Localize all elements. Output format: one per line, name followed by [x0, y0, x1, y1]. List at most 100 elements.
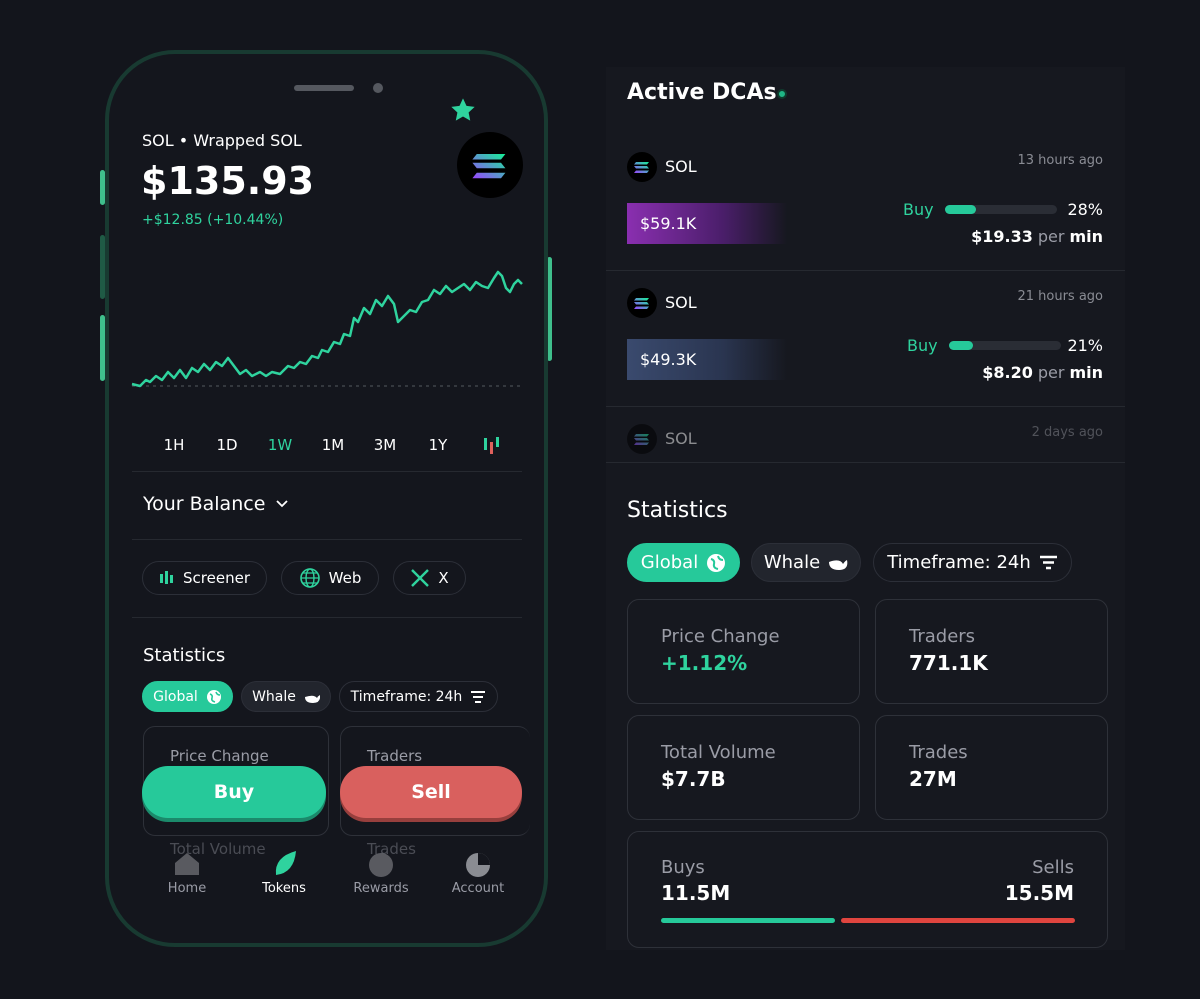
whale-icon: [829, 560, 848, 570]
side-button: [100, 235, 105, 299]
home-icon[interactable]: [173, 851, 201, 877]
dca-amount-bar: [627, 203, 787, 244]
side-button: [100, 170, 105, 205]
sells-label: Sells: [1032, 857, 1074, 878]
stat-label: Total Volume: [661, 742, 776, 763]
dca-time: 13 hours ago: [1017, 153, 1103, 168]
favorite-star[interactable]: [449, 96, 477, 124]
progress-track: [945, 205, 1057, 214]
sort-icon: [1039, 555, 1057, 570]
progress-fill: [945, 205, 977, 214]
nav-label[interactable]: Home: [167, 881, 207, 896]
filter-pill[interactable]: Global: [142, 681, 233, 712]
dca-progress: 21%: [1067, 336, 1103, 355]
progress-track: [949, 341, 1061, 350]
tokens-icon[interactable]: [272, 849, 298, 877]
filter-label: Global: [640, 552, 699, 573]
dca-amount: $49.3K: [640, 350, 697, 369]
progress-fill: [949, 341, 973, 350]
dca-token: SOL: [665, 157, 697, 176]
filter-label: Whale: [252, 688, 296, 705]
stat-value: 27M: [909, 767, 957, 791]
stat-card: [627, 715, 860, 820]
dca-side: Buy: [903, 200, 934, 219]
price-change: +$12.85 (+10.44%): [142, 212, 284, 228]
chevron[interactable]: [275, 499, 289, 509]
stat-value: 771.1K: [909, 651, 988, 675]
divider: [132, 471, 522, 472]
candle-icon[interactable]: [482, 435, 500, 455]
buys-label: Buys: [661, 857, 705, 878]
statistics-title: Statistics: [143, 645, 226, 666]
stat-label: Price Change: [170, 747, 269, 765]
x-icon: [411, 569, 430, 587]
stat-label: Trades: [909, 742, 968, 763]
balance-label[interactable]: Your Balance: [143, 493, 266, 515]
sells-value: 15.5M: [1004, 881, 1074, 905]
stat-label: Price Change: [661, 626, 780, 647]
timeframe[interactable]: 1H: [163, 436, 185, 454]
stat-label: Traders: [909, 626, 976, 647]
divider: [132, 617, 522, 618]
divider: [606, 406, 1125, 407]
timeframe[interactable]: 3M: [373, 436, 397, 454]
globe-icon: [707, 553, 726, 572]
stat-card: [627, 599, 860, 704]
buys-bar: [661, 918, 835, 923]
stat-card: [340, 726, 530, 836]
stat-value: +1.12%: [661, 651, 748, 675]
filter-pill[interactable]: Whale: [241, 681, 331, 712]
price-chart: [131, 270, 523, 388]
account-icon[interactable]: [464, 851, 492, 879]
camera: [373, 83, 383, 93]
filter-pill[interactable]: Timeframe: 24h: [339, 681, 498, 712]
dca-rate: $19.33 per min: [971, 229, 1103, 245]
x-link[interactable]: X: [393, 561, 466, 595]
divider: [132, 539, 522, 540]
globe-icon: [206, 689, 221, 704]
dca-token: SOL: [665, 293, 697, 312]
stat-card: [875, 599, 1108, 704]
price-line: [131, 270, 523, 388]
buys-sells-card: [627, 831, 1108, 948]
stat-label: Traders: [367, 747, 423, 765]
buy-button[interactable]: Buy: [142, 766, 326, 818]
side-button: [100, 315, 105, 381]
timeframe[interactable]: 1D: [216, 436, 238, 454]
filter-pill[interactable]: Global: [627, 543, 740, 582]
sells-bar: [840, 918, 1075, 923]
screener-link[interactable]: Screener: [142, 561, 267, 595]
nav-label[interactable]: Tokens: [262, 881, 306, 896]
dca-rate: $8.20 per min: [982, 365, 1103, 381]
stat-label: Total Volume: [170, 840, 266, 858]
dca-token: SOL: [665, 429, 697, 448]
sell-button[interactable]: Sell: [340, 766, 522, 818]
dca-time: 21 hours ago: [1017, 289, 1103, 304]
divider: [606, 270, 1125, 271]
timeframe[interactable]: 1M: [321, 436, 345, 454]
live-dot: [777, 89, 787, 99]
rate-unit: min: [1069, 363, 1103, 382]
speaker: [294, 85, 354, 91]
filter-label: Whale: [763, 552, 821, 573]
web-link[interactable]: Web: [281, 561, 379, 595]
stat-card: [875, 715, 1108, 820]
sort-icon: [471, 690, 486, 703]
dca-time: 2 days ago: [1031, 425, 1103, 440]
dca-side: Buy: [907, 336, 938, 355]
timeframe[interactable]: 1W: [267, 436, 293, 454]
dca-progress: 28%: [1067, 200, 1103, 219]
fade: [606, 410, 1125, 463]
nav-label[interactable]: Account: [451, 881, 505, 896]
lower-area: [132, 836, 522, 921]
filter-label: Timeframe: 24h: [887, 552, 1031, 573]
timeframe[interactable]: 1Y: [428, 436, 448, 454]
rewards-icon[interactable]: [367, 851, 395, 879]
filter-pill[interactable]: Timeframe: 24h: [873, 543, 1072, 582]
token-name: SOL • Wrapped SOL: [142, 131, 302, 150]
whale-icon: [304, 694, 320, 703]
divider: [606, 462, 1125, 463]
filter-pill[interactable]: Whale: [751, 543, 861, 582]
nav-label[interactable]: Rewards: [353, 881, 409, 896]
